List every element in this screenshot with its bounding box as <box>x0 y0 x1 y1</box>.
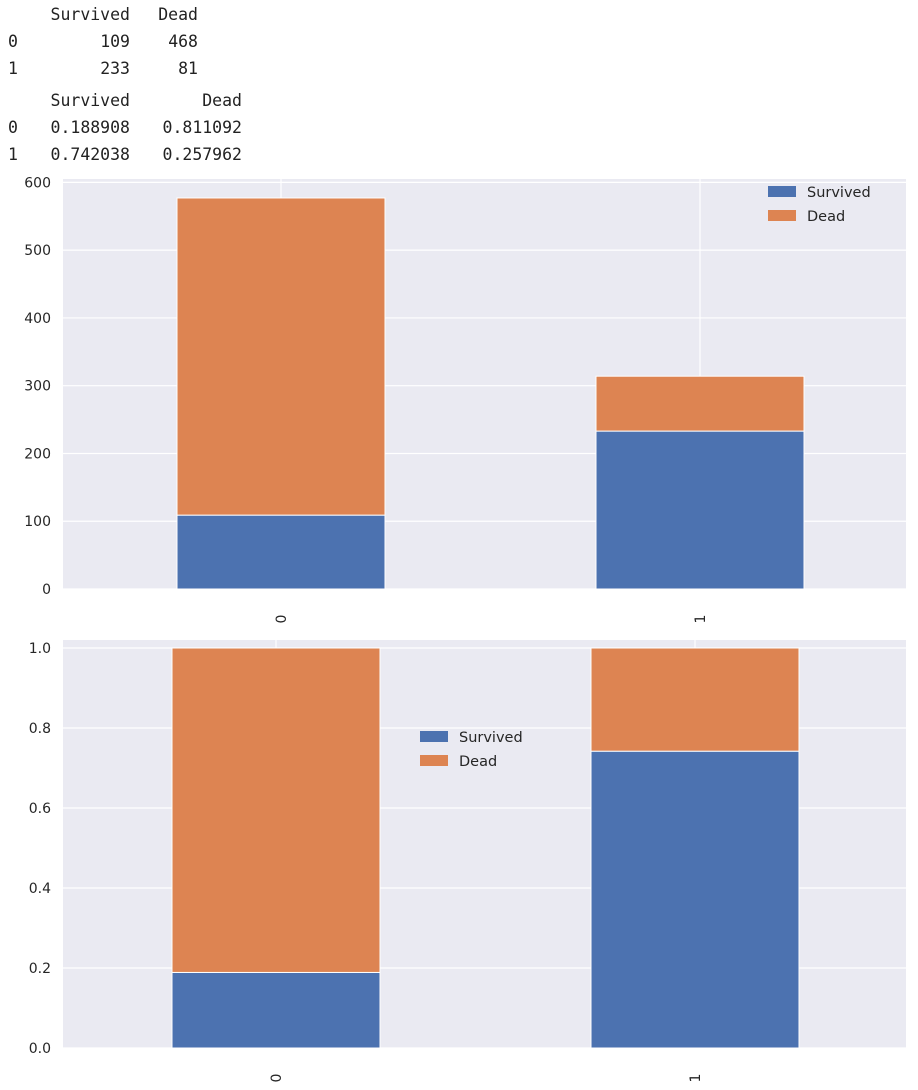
y-tick-label: 1.0 <box>29 641 51 657</box>
y-tick-label: 400 <box>24 311 51 327</box>
y-tick-label: 0.8 <box>29 721 51 737</box>
legend: Survived Dead <box>768 185 871 225</box>
row-index: 1 <box>8 145 18 164</box>
legend-label: Dead <box>459 754 497 770</box>
y-tick-label: 100 <box>24 514 51 530</box>
dataframe-ratios: Survived Dead 0 0.188908 0.811092 1 0.74… <box>0 91 242 167</box>
dataframe-row: 0 0.188908 0.811092 <box>0 118 260 138</box>
x-tick-label: 0 <box>274 615 290 624</box>
bar-dead-0 <box>171 647 381 973</box>
table-cell: 81 <box>178 59 198 78</box>
bar-dead-0 <box>176 197 386 516</box>
bar-survived-1 <box>590 750 800 1049</box>
dataframe-row: 0 109 468 <box>0 32 260 52</box>
legend-label: Survived <box>459 730 523 746</box>
legend: Survived Dead <box>420 730 523 770</box>
column-header: Survived <box>50 91 130 110</box>
chart-1: 0.0 0.2 0.4 0.6 0.8 1.0 0 1 Survived Dead <box>29 640 906 1082</box>
y-tick-label: 200 <box>24 446 51 462</box>
table-cell: 0.257962 <box>162 145 242 164</box>
table-cell: 233 <box>100 59 130 78</box>
x-tick-label: 1 <box>693 615 709 624</box>
dataframe-row: 1 233 81 <box>0 59 260 79</box>
table-cell: 0.188908 <box>50 118 130 137</box>
dataframe-header: Survived Dead <box>0 5 260 25</box>
legend-swatch-survived <box>420 731 448 742</box>
row-index: 0 <box>8 32 18 51</box>
x-tick-label: 1 <box>688 1074 704 1083</box>
table-cell: 109 <box>100 32 130 51</box>
table-cell: 0.742038 <box>50 145 130 164</box>
legend-label: Survived <box>807 185 871 201</box>
bar-survived-0 <box>176 514 386 590</box>
y-tick-label: 600 <box>24 175 51 191</box>
y-tick-label: 0.6 <box>29 801 51 817</box>
x-tick-label: 0 <box>269 1074 285 1083</box>
y-tick-label: 0.4 <box>29 881 51 897</box>
legend-label: Dead <box>807 209 845 225</box>
table-cell: 0.811092 <box>162 118 242 137</box>
row-index: 0 <box>8 118 18 137</box>
y-tick-label: 0.0 <box>29 1041 51 1057</box>
bar-dead-1 <box>595 375 805 432</box>
y-tick-label: 0 <box>42 582 51 598</box>
column-header: Dead <box>202 91 242 110</box>
legend-swatch-dead <box>420 755 448 766</box>
table-cell: 468 <box>168 32 198 51</box>
dataframe-counts: Survived Dead 0 109 468 1 233 81 <box>0 5 198 81</box>
column-header: Dead <box>158 5 198 24</box>
legend-swatch-survived <box>768 186 796 197</box>
bar-survived-1 <box>595 430 805 590</box>
row-index: 1 <box>8 59 18 78</box>
legend-swatch-dead <box>768 210 796 221</box>
y-tick-label: 300 <box>24 379 51 395</box>
bar-survived-0 <box>171 971 381 1049</box>
y-tick-label: 0.2 <box>29 961 51 977</box>
chart-0: 0 100 200 300 400 500 600 0 1 Survived Dead <box>24 175 906 623</box>
dataframe-header: Survived Dead <box>0 91 260 111</box>
dataframe-row: 1 0.742038 0.257962 <box>0 145 260 165</box>
bar-dead-1 <box>590 647 800 752</box>
y-tick-label: 500 <box>24 243 51 259</box>
column-header: Survived <box>50 5 130 24</box>
